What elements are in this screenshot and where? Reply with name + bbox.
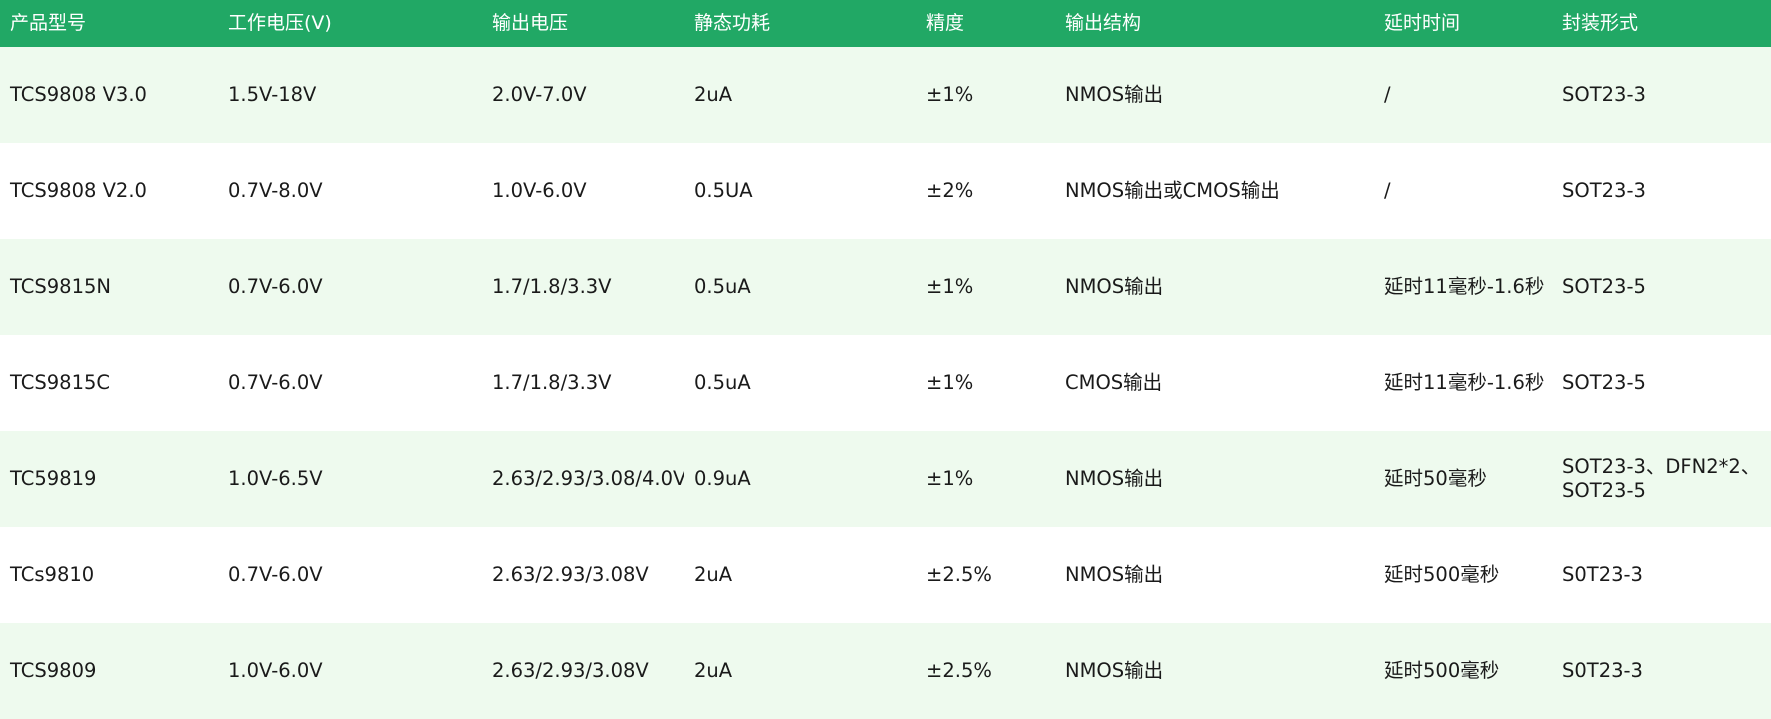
cell-accuracy: ±2.5% (926, 562, 992, 586)
cell-accuracy: ±1% (926, 82, 974, 106)
header-accuracy: 精度 (926, 11, 965, 34)
cell-output-structure: NMOS输出或CMOS输出 (1065, 178, 1280, 202)
cell-delay-time: 延时11毫秒-1.6秒 (1384, 370, 1545, 394)
table-row: TC59819 1.0V-6.5V 2.63/2.93/3.08/4.0V 0.… (0, 431, 1771, 527)
table-row: TCS9808 V3.0 1.5V-18V 2.0V-7.0V 2uA ±1% … (0, 47, 1771, 143)
cell-package: SOT23-3 (1562, 178, 1646, 202)
cell-output-voltage: 2.63/2.93/3.08/4.0V (492, 466, 684, 490)
header-output-structure: 输出结构 (1065, 11, 1142, 34)
cell-model: TCS9815C (10, 370, 111, 394)
cell-package: S0T23-3 (1562, 658, 1643, 682)
cell-model: TCS9815N (10, 274, 111, 298)
cell-model: TCS9808 V2.0 (10, 178, 147, 202)
cell-model: TCS9808 V3.0 (10, 82, 147, 106)
cell-accuracy: ±1% (926, 466, 974, 490)
table-row: TCS9815N 0.7V-6.0V 1.7/1.8/3.3V 0.5uA ±1… (0, 239, 1771, 335)
cell-quiescent-power: 2uA (694, 562, 733, 586)
table-row: TCS9809 1.0V-6.0V 2.63/2.93/3.08V 2uA ±2… (0, 623, 1771, 719)
cell-output-voltage: 1.7/1.8/3.3V (492, 274, 612, 298)
cell-model: TCs9810 (10, 562, 95, 586)
cell-output-voltage: 2.63/2.93/3.08V (492, 562, 649, 586)
table-row: TCS9808 V2.0 0.7V-8.0V 1.0V-6.0V 0.5UA ±… (0, 143, 1771, 239)
cell-accuracy: ±1% (926, 370, 974, 394)
cell-output-structure: NMOS输出 (1065, 466, 1164, 490)
table-header-row: 产品型号 工作电压(V) 输出电压 静态功耗 精度 输出结构 延时时间 封装形式 (0, 0, 1771, 47)
cell-accuracy: ±1% (926, 274, 974, 298)
cell-working-voltage: 0.7V-6.0V (228, 370, 323, 394)
cell-delay-time: / (1384, 178, 1391, 202)
cell-output-structure: NMOS输出 (1065, 274, 1164, 298)
cell-output-structure: NMOS输出 (1065, 82, 1164, 106)
cell-quiescent-power: 0.5UA (694, 178, 753, 202)
header-quiescent-power: 静态功耗 (694, 11, 771, 34)
cell-working-voltage: 1.0V-6.0V (228, 658, 323, 682)
cell-package: SOT23-5 (1562, 370, 1646, 394)
cell-quiescent-power: 0.5uA (694, 274, 751, 298)
cell-working-voltage: 1.0V-6.5V (228, 466, 323, 490)
header-working-voltage: 工作电压(V) (228, 11, 332, 34)
cell-output-structure: CMOS输出 (1065, 370, 1163, 394)
cell-package: SOT23-3 (1562, 82, 1646, 106)
cell-output-structure: NMOS输出 (1065, 658, 1164, 682)
header-model: 产品型号 (10, 11, 87, 34)
cell-model: TC59819 (10, 466, 97, 490)
cell-model: TCS9809 (10, 658, 97, 682)
cell-quiescent-power: 0.9uA (694, 466, 751, 490)
cell-delay-time: 延时50毫秒 (1384, 466, 1487, 490)
header-delay-time: 延时时间 (1384, 11, 1461, 34)
cell-output-voltage: 1.0V-6.0V (492, 178, 587, 202)
cell-quiescent-power: 2uA (694, 658, 733, 682)
header-package: 封装形式 (1562, 11, 1639, 34)
cell-quiescent-power: 2uA (694, 82, 733, 106)
cell-package: SOT23-3、DFN2*2、SOT23-5 (1562, 454, 1761, 502)
cell-accuracy: ±2% (926, 178, 974, 202)
cell-working-voltage: 0.7V-8.0V (228, 178, 323, 202)
cell-quiescent-power: 0.5uA (694, 370, 751, 394)
cell-output-structure: NMOS输出 (1065, 562, 1164, 586)
cell-delay-time: 延时11毫秒-1.6秒 (1384, 274, 1545, 298)
cell-output-voltage: 2.63/2.93/3.08V (492, 658, 649, 682)
cell-accuracy: ±2.5% (926, 658, 992, 682)
cell-delay-time: / (1384, 82, 1391, 106)
cell-package: S0T23-3 (1562, 562, 1643, 586)
cell-output-voltage: 2.0V-7.0V (492, 82, 587, 106)
cell-working-voltage: 0.7V-6.0V (228, 562, 323, 586)
cell-output-voltage: 1.7/1.8/3.3V (492, 370, 612, 394)
cell-delay-time: 延时500毫秒 (1384, 658, 1500, 682)
cell-working-voltage: 1.5V-18V (228, 82, 317, 106)
header-output-voltage: 输出电压 (492, 11, 569, 34)
cell-working-voltage: 0.7V-6.0V (228, 274, 323, 298)
table-row: TCS9815C 0.7V-6.0V 1.7/1.8/3.3V 0.5uA ±1… (0, 335, 1771, 431)
table-row: TCs9810 0.7V-6.0V 2.63/2.93/3.08V 2uA ±2… (0, 527, 1771, 623)
cell-delay-time: 延时500毫秒 (1384, 562, 1500, 586)
cell-package: SOT23-5 (1562, 274, 1646, 298)
